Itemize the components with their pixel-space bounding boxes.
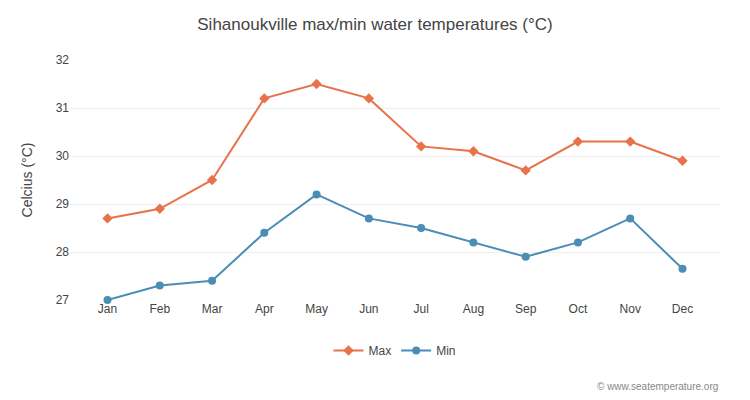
- svg-text:Max: Max: [369, 344, 392, 358]
- svg-text:Oct: Oct: [569, 302, 588, 316]
- svg-text:28: 28: [56, 245, 70, 259]
- svg-text:© www.seatemperature.org: © www.seatemperature.org: [597, 381, 718, 392]
- svg-text:31: 31: [56, 101, 70, 115]
- svg-text:29: 29: [56, 197, 70, 211]
- svg-text:Dec: Dec: [672, 302, 693, 316]
- svg-text:Jan: Jan: [98, 302, 117, 316]
- svg-text:Aug: Aug: [463, 302, 484, 316]
- svg-text:27: 27: [56, 293, 70, 307]
- svg-text:Min: Min: [436, 344, 455, 358]
- svg-text:32: 32: [56, 53, 70, 67]
- svg-text:Sihanoukville max/min water te: Sihanoukville max/min water temperatures…: [197, 15, 552, 34]
- svg-text:Feb: Feb: [149, 302, 170, 316]
- svg-text:Nov: Nov: [620, 302, 641, 316]
- svg-text:Sep: Sep: [515, 302, 537, 316]
- svg-text:Jun: Jun: [359, 302, 378, 316]
- svg-text:May: May: [305, 302, 328, 316]
- svg-text:30: 30: [56, 149, 70, 163]
- svg-text:Apr: Apr: [255, 302, 274, 316]
- svg-text:Jul: Jul: [413, 302, 428, 316]
- svg-text:Mar: Mar: [202, 302, 223, 316]
- svg-text:Celcius (°C): Celcius (°C): [19, 143, 35, 218]
